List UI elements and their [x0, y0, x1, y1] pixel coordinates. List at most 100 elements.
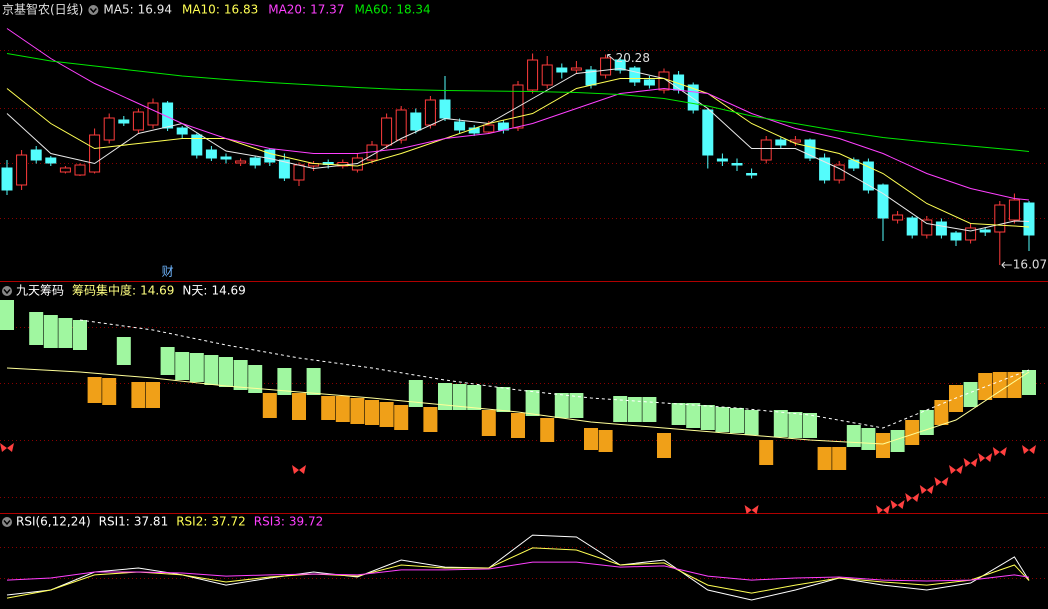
chip-box — [817, 447, 832, 470]
signal-marker — [1022, 445, 1036, 454]
chip-box — [1007, 372, 1022, 398]
annotation: 20.28 — [616, 51, 650, 65]
chip-box — [131, 382, 146, 408]
candle-body — [643, 79, 655, 86]
candle-body — [950, 232, 962, 241]
legend-text: RSI2: — [176, 515, 207, 529]
candle-body — [16, 154, 28, 186]
candle-body — [205, 149, 217, 159]
candle-body — [89, 134, 101, 173]
chip-box — [671, 403, 686, 425]
ma-line — [6, 28, 1030, 201]
candle-body — [147, 102, 159, 126]
chip-box — [102, 378, 117, 405]
candle-body — [541, 64, 553, 86]
menu-icon-arrow — [3, 289, 11, 295]
chip-box — [861, 428, 876, 450]
legend-text: 18.34 — [396, 3, 430, 17]
candle-body — [994, 204, 1006, 233]
chip-box — [657, 433, 671, 458]
chip-line — [6, 367, 1030, 445]
chip-box — [642, 397, 657, 422]
signal-marker — [905, 493, 920, 502]
chip-box — [803, 413, 817, 438]
legend-text: 39.72 — [289, 515, 323, 529]
candle-body — [1, 167, 13, 191]
candle-body — [191, 134, 203, 156]
chip-box — [496, 387, 511, 412]
chip-box — [0, 300, 14, 330]
legend-text: RSI(6,12,24) — [16, 515, 91, 529]
chip-box — [365, 400, 379, 425]
candle-body — [746, 173, 758, 176]
signal-marker — [890, 500, 905, 509]
signal-marker — [0, 443, 14, 452]
legend-text: MA5: — [103, 3, 133, 17]
chip-box — [438, 383, 452, 410]
chip-box — [350, 398, 365, 424]
signal-marker — [292, 465, 306, 474]
chip-box — [29, 312, 44, 345]
chip-box — [788, 412, 803, 438]
candle-body — [848, 159, 860, 169]
candle-body — [629, 67, 641, 83]
rsi-line — [6, 547, 1030, 599]
chip-box — [525, 390, 540, 416]
annotation-arrow — [607, 54, 615, 61]
signal-marker — [744, 505, 759, 514]
chip-box — [846, 425, 861, 447]
annotation: 财 — [162, 265, 174, 279]
candle-body — [424, 99, 436, 126]
chip-box — [277, 368, 292, 395]
menu-icon-arrow — [3, 520, 11, 526]
chip-line — [79, 319, 1030, 429]
chip-box — [189, 353, 204, 382]
candle-body — [819, 157, 831, 181]
candle-body — [220, 156, 232, 160]
ma-line — [6, 53, 1030, 152]
candle-body — [687, 84, 699, 111]
signal-marker — [934, 477, 949, 486]
legend-text: 筹码集中度: — [72, 283, 136, 298]
chip-box — [686, 403, 701, 428]
chip-box — [730, 408, 744, 433]
chip-box — [832, 447, 847, 470]
chip-box — [58, 318, 73, 348]
chip-box — [87, 377, 102, 403]
chip-box — [511, 413, 525, 438]
chip-box — [1022, 370, 1036, 395]
chip-box — [160, 347, 175, 375]
candle-body — [103, 117, 115, 141]
chip-box — [219, 357, 233, 387]
signal-marker — [919, 485, 934, 494]
menu-icon-arrow — [89, 8, 97, 14]
chip-box — [554, 393, 569, 418]
legend-text: RSI1: — [99, 515, 130, 529]
candle-body — [30, 149, 42, 161]
menu-icon — [2, 517, 12, 527]
chip-box — [467, 385, 482, 410]
candle-body — [556, 67, 568, 73]
chip-box — [116, 337, 131, 365]
annotation: 16.07 — [1013, 258, 1047, 272]
chip-box — [292, 393, 306, 420]
candle-body — [454, 121, 466, 131]
chip-box — [306, 368, 321, 395]
chip-box — [73, 320, 87, 350]
chip-box — [978, 373, 993, 400]
candle-body — [59, 167, 71, 173]
legend-text: 17.37 — [310, 3, 344, 17]
candle-body — [278, 159, 290, 179]
chip-box — [481, 410, 496, 436]
chip-box — [146, 382, 160, 408]
legend-text: 16.83 — [224, 3, 258, 17]
candle-body — [965, 227, 977, 241]
chip-box — [992, 372, 1007, 398]
candle-body — [935, 221, 947, 236]
chip-box — [934, 400, 949, 425]
legend-text: 14.69 — [140, 284, 174, 298]
candle-body — [600, 57, 612, 76]
chip-box — [584, 428, 598, 450]
candle-body — [921, 219, 933, 236]
candle-body — [527, 59, 539, 91]
